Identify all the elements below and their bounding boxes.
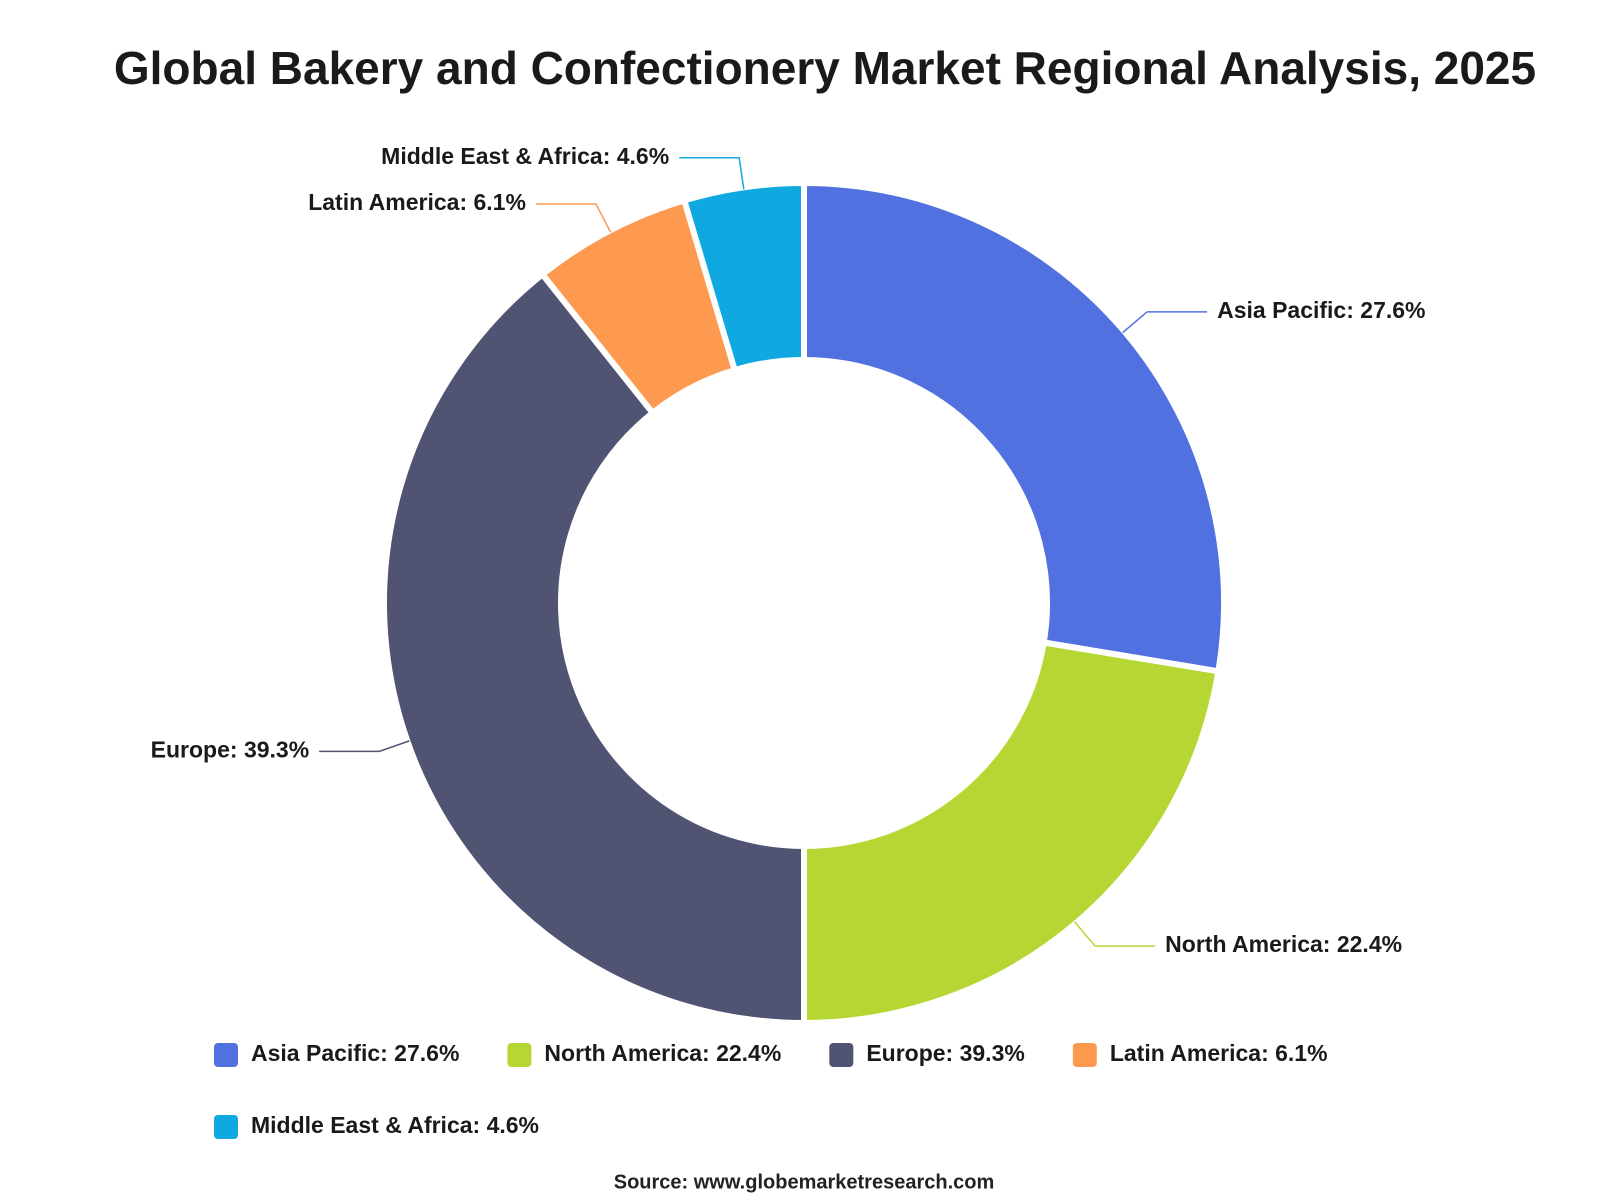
legend-swatch <box>507 1043 532 1067</box>
legend-label: Asia Pacific: 27.6% <box>251 1040 459 1066</box>
source-note: Source: www.globemarketresearch.com <box>614 1171 995 1193</box>
legend-label: Middle East & Africa: 4.6% <box>251 1112 539 1138</box>
data-label: Asia Pacific: 27.6% <box>1217 297 1425 323</box>
leader-line <box>679 156 745 190</box>
data-label: Latin America: 6.1% <box>308 189 526 215</box>
donut-segment <box>681 180 807 374</box>
legend-label: Latin America: 6.1% <box>1110 1040 1328 1066</box>
data-label: Europe: 39.3% <box>151 737 310 763</box>
data-label: Middle East & Africa: 4.6% <box>381 143 669 169</box>
legend-swatch <box>214 1115 238 1139</box>
leader-line <box>1122 311 1208 334</box>
leader-line <box>1073 921 1156 947</box>
chart-title: Global Bakery and Confectionery Market R… <box>114 42 1536 94</box>
leader-line <box>535 203 612 233</box>
legend-swatch <box>1072 1043 1097 1067</box>
legend-swatch <box>829 1043 854 1067</box>
donut-segment <box>801 180 1228 675</box>
legend-swatch <box>214 1043 238 1067</box>
donut-segment <box>381 271 807 1026</box>
legend-label: Europe: 39.3% <box>866 1040 1025 1066</box>
leader-line <box>319 740 410 753</box>
data-label: North America: 22.4% <box>1165 931 1402 957</box>
donut-segment <box>801 639 1222 1026</box>
legend-label: North America: 22.4% <box>544 1040 781 1066</box>
